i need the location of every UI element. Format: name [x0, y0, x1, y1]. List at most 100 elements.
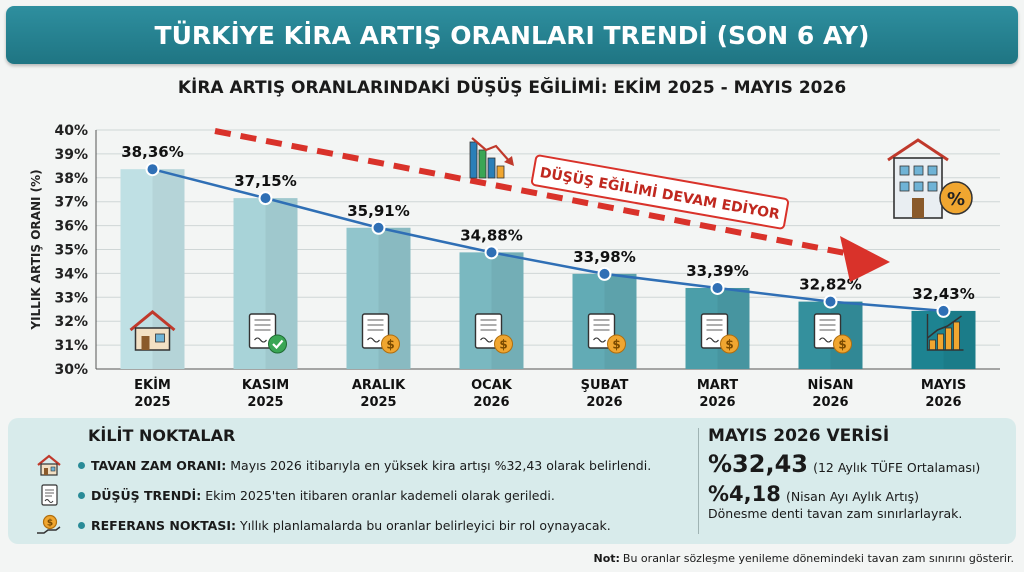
- x-tick-label: 2025: [247, 395, 283, 410]
- x-tick-label: 2025: [360, 395, 396, 410]
- signature: [367, 337, 380, 343]
- signature: [480, 337, 493, 343]
- coin-symbol: $: [838, 338, 846, 352]
- y-tick-label: 31%: [54, 338, 88, 354]
- rising-chart-icon: [926, 314, 964, 351]
- icon-bar: [496, 165, 505, 179]
- bullet-dot: [78, 491, 85, 499]
- key-point-text: Ekim 2025'ten itibaren oranlar kademeli …: [205, 487, 555, 503]
- signature: [254, 337, 267, 343]
- y-tick-label: 36%: [54, 219, 88, 235]
- x-tick-label: OCAK: [471, 378, 513, 393]
- mini-axis: [926, 314, 964, 351]
- y-tick-label: 39%: [54, 147, 88, 163]
- x-tick-label: NİSAN: [807, 377, 853, 393]
- window: [155, 333, 165, 343]
- document-coin-icon: $: [474, 313, 513, 354]
- data-point: [484, 245, 499, 260]
- building-window: [899, 181, 910, 192]
- coin-symbol: $: [386, 338, 394, 352]
- data-point: [371, 220, 386, 235]
- trend-arrow-shaft: [214, 128, 846, 256]
- info-panel: KİLİT NOKTALAR TAVAN ZAM ORANI: Mayıs 20…: [8, 418, 1016, 544]
- house-icon: [37, 454, 61, 476]
- percent-badge: [939, 181, 973, 215]
- building-percent-icon: %: [887, 138, 973, 219]
- mini-bar: [937, 333, 944, 351]
- y-tick-label: 40%: [54, 123, 88, 139]
- building-window: [899, 165, 910, 176]
- mini-bar: [953, 321, 960, 351]
- data-label: 33,39%: [686, 262, 748, 280]
- summary-box: MAYIS 2026 VERİSİ %32,43 (12 Aylık TÜFE …: [708, 426, 1008, 521]
- check-badge: [268, 334, 287, 354]
- building-window: [913, 181, 924, 192]
- summary-note: Dönesme denti tavan zam sınırlarlayrak.: [708, 506, 963, 521]
- coin-symbol: $: [612, 338, 620, 352]
- paper: [813, 313, 842, 349]
- x-tick-label: KASIM: [242, 378, 289, 393]
- house-icon: [129, 310, 176, 351]
- data-label: 32,43%: [912, 285, 974, 303]
- icon-down-head: [504, 156, 514, 166]
- icon-down-line: [471, 137, 511, 163]
- paper: [587, 313, 616, 349]
- x-tick-label: EKİM: [134, 377, 171, 393]
- coin: [381, 334, 400, 354]
- page-banner: TÜRKİYE KİRA ARTIŞ ORANLARI TRENDİ (SON …: [6, 6, 1018, 64]
- rent-increase-chart: 30% 31% 32% 33% 34% 35% 36% 37% 38% 39% 40% YILLIK …: [29, 123, 1000, 410]
- icon-bar: [478, 149, 487, 179]
- x-tick-label: ARALIK: [352, 378, 406, 393]
- data-label: 38,36%: [121, 143, 183, 161]
- mini-line: [927, 315, 962, 339]
- key-point-reference: $ REFERANS NOKTASI: Yıllık planlamalarda…: [34, 512, 611, 538]
- key-point-trend: DÜŞÜŞ TRENDİ: Ekim 2025'ten itibaren ora…: [34, 482, 555, 508]
- data-point: [258, 191, 273, 206]
- data-point: [145, 162, 160, 177]
- check-mark: [272, 339, 284, 350]
- data-label: 35,91%: [347, 202, 409, 220]
- document-coin-icon: $: [361, 313, 400, 354]
- signature: [819, 337, 832, 343]
- svg-text:$: $: [47, 519, 53, 529]
- summary-secondary-value: %4,18: [708, 482, 781, 506]
- bullet-dot: [78, 521, 85, 529]
- footnote-text: Bu oranlar sözleşme yenileme dönemindeki…: [622, 552, 1014, 565]
- coin: [833, 334, 852, 354]
- building-window: [913, 165, 924, 176]
- declining-chart-icon: [469, 137, 514, 179]
- coin-symbol: $: [725, 338, 733, 352]
- x-tick-label: 2026: [812, 395, 848, 410]
- building-window: [927, 181, 938, 192]
- annotation-box: [530, 154, 790, 230]
- summary-secondary-caption: (Nisan Ayı Aylık Artış): [785, 489, 919, 504]
- x-tick-label: 2026: [699, 395, 735, 410]
- mini-bar: [945, 327, 952, 351]
- building-roof: [887, 138, 949, 162]
- document-coin-icon: $: [700, 313, 739, 354]
- icon-bar: [469, 141, 478, 179]
- x-tick-label: MART: [697, 378, 738, 393]
- key-point-label: TAVAN ZAM ORANI:: [91, 457, 227, 473]
- paper: [474, 313, 503, 349]
- panel-divider: [698, 428, 699, 534]
- data-point: [710, 280, 725, 295]
- data-label: 33,98%: [573, 248, 635, 266]
- x-tick-label: 2026: [586, 395, 622, 410]
- key-point-label: REFERANS NOKTASI:: [91, 517, 237, 533]
- coin: [494, 334, 513, 354]
- bullet-dot: [78, 461, 85, 469]
- door: [141, 336, 150, 350]
- key-points-title: KİLİT NOKTALAR: [88, 426, 236, 445]
- x-tick-label: ŞUBAT: [581, 378, 629, 393]
- coin-hand-icon: $: [37, 514, 61, 534]
- y-tick-label: 37%: [54, 195, 88, 211]
- y-tick-label: 34%: [54, 266, 88, 282]
- footnote-label: Not:: [593, 552, 620, 565]
- key-point-label: DÜŞÜŞ TRENDİ:: [91, 487, 202, 503]
- document-coin-icon: $: [587, 313, 626, 354]
- x-tick-label: 2026: [925, 395, 961, 410]
- y-tick-label: 32%: [54, 314, 88, 330]
- summary-title: MAYIS 2026 VERİSİ: [708, 426, 890, 446]
- y-tick-label: 35%: [54, 243, 88, 259]
